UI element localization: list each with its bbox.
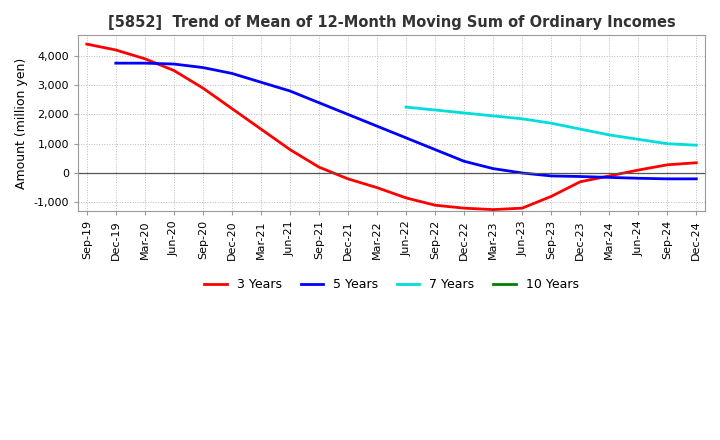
3 Years (431, 202, 439, 208)
5 Years (402, 135, 410, 140)
3 Years (547, 194, 556, 199)
7 Years (605, 132, 613, 138)
7 Years (431, 107, 439, 113)
7 Years (692, 143, 701, 148)
3 Years (343, 176, 352, 181)
5 Years (140, 61, 149, 66)
3 Years (256, 126, 265, 132)
3 Years (634, 168, 642, 173)
5 Years (286, 88, 294, 94)
5 Years (431, 147, 439, 152)
3 Years (605, 173, 613, 179)
Title: [5852]  Trend of Mean of 12-Month Moving Sum of Ordinary Incomes: [5852] Trend of Mean of 12-Month Moving … (108, 15, 675, 30)
5 Years (605, 175, 613, 180)
3 Years (140, 56, 149, 62)
5 Years (343, 112, 352, 117)
7 Years (518, 116, 526, 121)
5 Years (663, 176, 672, 181)
5 Years (315, 100, 323, 105)
Y-axis label: Amount (million yen): Amount (million yen) (15, 58, 28, 189)
5 Years (199, 65, 207, 70)
5 Years (228, 71, 236, 76)
3 Years (460, 205, 469, 211)
3 Years (286, 147, 294, 152)
3 Years (228, 106, 236, 111)
5 Years (489, 166, 498, 171)
5 Years (576, 174, 585, 179)
7 Years (489, 113, 498, 118)
Legend: 3 Years, 5 Years, 7 Years, 10 Years: 3 Years, 5 Years, 7 Years, 10 Years (199, 273, 584, 296)
7 Years (576, 126, 585, 132)
3 Years (518, 205, 526, 211)
3 Years (692, 160, 701, 165)
3 Years (315, 165, 323, 170)
3 Years (489, 207, 498, 212)
5 Years (547, 173, 556, 179)
3 Years (112, 48, 120, 53)
5 Years (256, 80, 265, 85)
5 Years (460, 159, 469, 164)
5 Years (112, 61, 120, 66)
Line: 5 Years: 5 Years (116, 63, 696, 179)
5 Years (518, 170, 526, 176)
7 Years (402, 104, 410, 110)
3 Years (83, 41, 91, 47)
Line: 3 Years: 3 Years (87, 44, 696, 209)
5 Years (692, 176, 701, 181)
5 Years (169, 62, 178, 67)
3 Years (663, 162, 672, 168)
5 Years (634, 176, 642, 181)
3 Years (402, 195, 410, 201)
3 Years (576, 179, 585, 184)
3 Years (373, 185, 382, 190)
5 Years (373, 124, 382, 129)
3 Years (169, 68, 178, 73)
7 Years (663, 141, 672, 147)
3 Years (199, 85, 207, 91)
7 Years (547, 121, 556, 126)
7 Years (460, 110, 469, 116)
7 Years (634, 137, 642, 142)
Line: 7 Years: 7 Years (406, 107, 696, 145)
